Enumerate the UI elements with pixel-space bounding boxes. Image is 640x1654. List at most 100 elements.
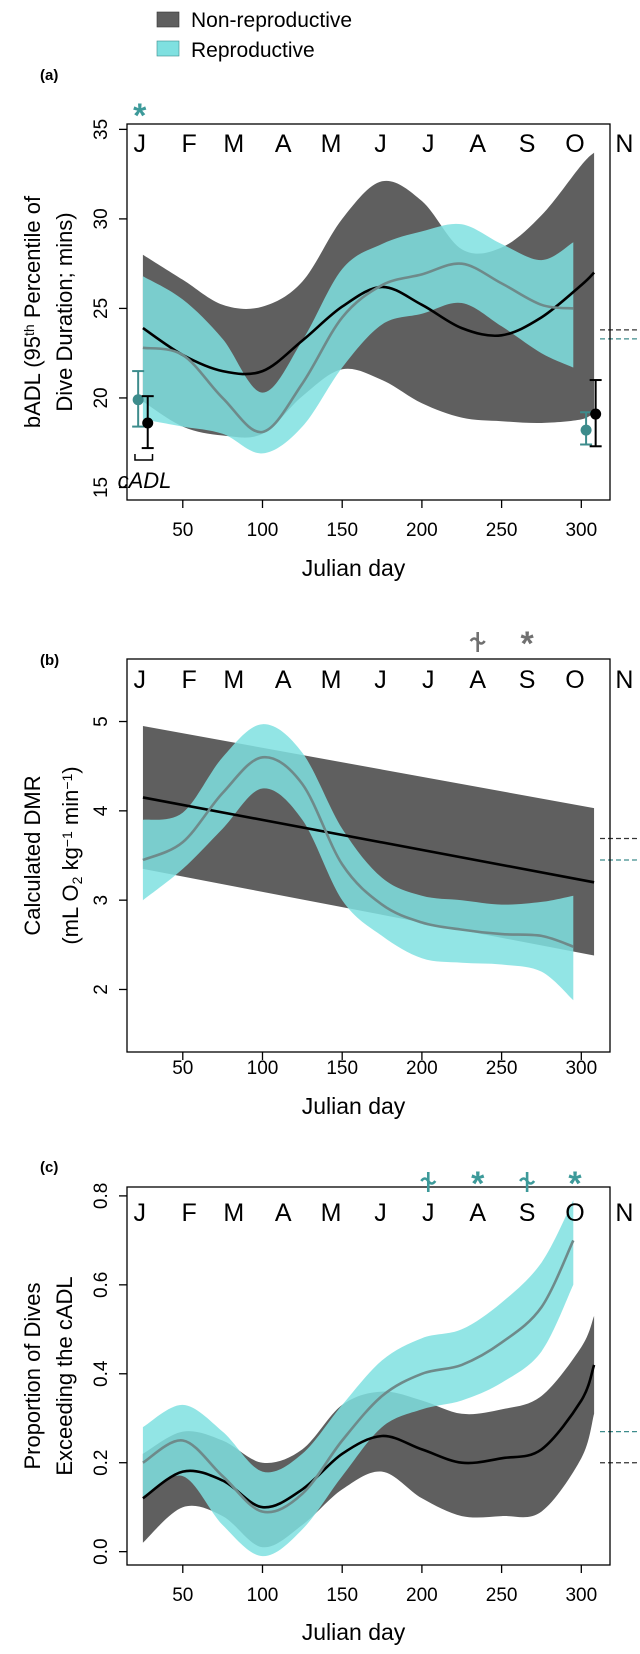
y-axis-label-part: Calculated DMR: [20, 775, 45, 935]
x-tick-label: 300: [565, 520, 597, 541]
y-axis-label-part: Exceeding the cADL: [52, 1276, 77, 1475]
series-line-reproductive: [142, 755, 574, 948]
series-line-nonreproductive: [142, 1364, 596, 1509]
month-label: M: [223, 130, 244, 158]
month-label: M: [223, 666, 244, 694]
y-axis-label-part: bADL (95: [20, 336, 45, 428]
cadl-label: cADL: [118, 468, 172, 493]
plot-frame: [126, 1186, 611, 1566]
month-label: N: [615, 130, 633, 158]
month-label: M: [223, 1199, 244, 1227]
x-axis-label: Julian day: [302, 1619, 406, 1645]
panel-label: (b): [40, 652, 59, 669]
month-label: A: [469, 130, 486, 158]
y-axis-label-line1: Proportion of Dives: [20, 1282, 45, 1469]
plot-area: [142, 152, 596, 454]
month-label: F: [182, 666, 197, 694]
y-axis-label-line1: Calculated DMR: [20, 775, 45, 935]
legend-swatch-nonreproductive: [156, 11, 180, 28]
y-tick-label: 0.0: [91, 1538, 112, 1564]
y-tick-label: 15: [91, 477, 112, 498]
series-line-nonreproductive: [142, 796, 595, 884]
panel-c: (c)J F M A M J J A S O N* *50 100 150 200 250 300Julian …: [20, 1159, 640, 1645]
y-tick-label: 0.4: [91, 1360, 112, 1387]
significance-asterisk: *: [133, 97, 147, 135]
y-tick-label: 2: [91, 984, 112, 995]
cadl-point: [589, 379, 602, 448]
x-tick-label: 250: [486, 520, 518, 541]
legend-label-nonreproductive: Non-reproductive: [191, 9, 352, 32]
month-label: S: [519, 666, 536, 694]
month-label: A: [275, 666, 292, 694]
y-axis-label-line2: Exceeding the cADL: [52, 1276, 77, 1475]
month-label: A: [275, 130, 292, 158]
plot-area: [142, 724, 595, 1001]
significance-asterisk: *: [568, 1165, 582, 1203]
y-axis-label-line2: Dive Duration; mins): [52, 212, 77, 411]
month-label: M: [321, 130, 342, 158]
month-label: A: [469, 666, 486, 694]
cadl-point: [580, 411, 593, 446]
month-label: J: [134, 1199, 147, 1227]
ci-band-reproductive: [142, 1200, 574, 1557]
legend-label-reproductive: Reproductive: [191, 39, 315, 62]
ci-band-reproductive: [142, 223, 574, 454]
y-axis-label-part: th: [21, 324, 37, 336]
series-line-nonreproductive: [142, 271, 596, 376]
panel-label: (a): [40, 67, 58, 84]
y-axis-label-line2: (mL O2 kg−1 min−1): [58, 766, 85, 944]
month-label: S: [519, 1199, 536, 1227]
y-axis-label-part: 2: [69, 876, 85, 884]
month-label: A: [469, 1199, 486, 1227]
y-tick-label: 4: [91, 805, 112, 816]
x-tick-label: 250: [486, 1585, 518, 1606]
y-tick-label: 0.8: [91, 1183, 112, 1209]
cadl-marker: [132, 394, 144, 406]
month-label: N: [615, 1199, 633, 1227]
y-axis-label-line1: bADL (95th Percentile of: [20, 195, 45, 428]
y-axis-label-part: kg: [58, 847, 83, 876]
x-tick-label: 200: [406, 1585, 438, 1606]
significance-dagger: [519, 1172, 536, 1192]
cadl-bracket: [134, 454, 154, 461]
y-tick-label: 35: [91, 119, 112, 140]
significance-dagger-bar: [420, 1177, 437, 1185]
y-tick-label: 25: [91, 298, 112, 319]
cadl-marker: [590, 408, 602, 420]
x-axis-label: Julian day: [302, 555, 406, 581]
x-tick-label: 150: [326, 520, 358, 541]
x-tick-label: 200: [406, 520, 438, 541]
plot-frame: [126, 123, 611, 501]
plot-area: [142, 1200, 596, 1557]
month-label: J: [374, 130, 387, 158]
y-tick-label: 30: [91, 208, 112, 229]
month-label: J: [134, 666, 147, 694]
x-tick-label: 300: [565, 1585, 597, 1606]
month-label: O: [565, 130, 584, 158]
y-axis-label-part: (mL O: [58, 884, 83, 944]
significance-dagger-bar: [469, 637, 486, 645]
month-label: J: [374, 1199, 387, 1227]
cadl-point: [141, 395, 154, 450]
month-label: O: [565, 666, 584, 694]
plot-frame: [126, 658, 611, 1053]
y-axis-label-part: min: [58, 790, 83, 832]
month-label: J: [134, 130, 147, 158]
x-tick-label: 100: [247, 1058, 279, 1079]
y-tick-label: 5: [91, 716, 112, 727]
month-label: J: [422, 130, 435, 158]
cadl-marker: [580, 424, 592, 436]
x-tick-label: 300: [565, 1058, 597, 1079]
month-label: A: [275, 1199, 292, 1227]
y-axis-label-part: Proportion of Dives: [20, 1282, 45, 1469]
month-label: J: [374, 666, 387, 694]
y-axis-label-part: ): [58, 766, 83, 773]
y-axis-label-part: −1: [59, 773, 75, 789]
month-label: O: [565, 1199, 584, 1227]
x-tick-label: 50: [172, 1058, 193, 1079]
month-label: J: [422, 666, 435, 694]
